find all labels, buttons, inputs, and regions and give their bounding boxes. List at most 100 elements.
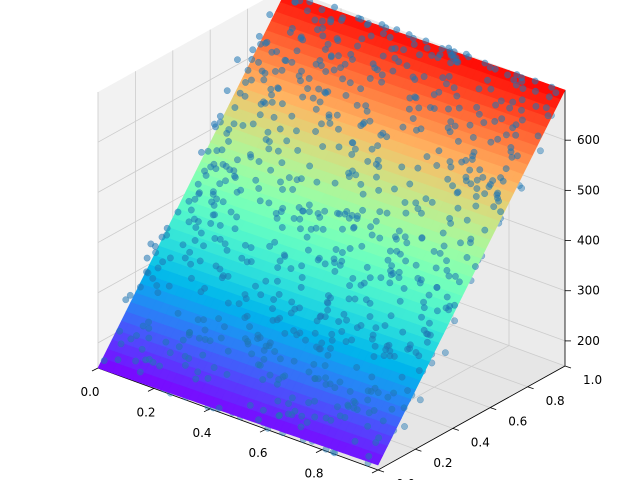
x-tick-mark [147, 388, 155, 392]
scatter-point [317, 62, 325, 69]
scatter-point [457, 239, 464, 247]
scatter-point [237, 186, 245, 194]
scatter-point [364, 20, 372, 27]
scatter-point [445, 105, 452, 113]
scatter-point [507, 144, 515, 151]
scatter-point [255, 185, 263, 192]
scatter-point [239, 122, 247, 129]
scatter-point [473, 185, 481, 192]
scatter-point [366, 313, 374, 320]
scatter-point [235, 300, 243, 308]
scatter-point [321, 207, 329, 215]
scatter-point [348, 139, 356, 147]
scatter-point [149, 274, 157, 282]
scatter-point [234, 56, 241, 64]
scatter-point [316, 213, 324, 221]
scatter-point [545, 93, 553, 101]
scatter-point [475, 85, 483, 93]
scatter-point [297, 225, 304, 233]
scatter-point [433, 284, 441, 291]
scatter-point [181, 254, 189, 262]
scatter-point [534, 132, 542, 140]
scatter-point [207, 220, 215, 227]
scatter-point [242, 241, 249, 249]
scatter-point [327, 52, 335, 60]
scatter-point [330, 66, 338, 74]
scatter-point [262, 136, 270, 143]
scatter-point [311, 413, 319, 421]
scatter-point [297, 34, 305, 42]
scatter-point [453, 92, 461, 100]
scatter-point [390, 389, 397, 397]
scatter-point [290, 215, 298, 222]
scatter-point [423, 338, 431, 346]
scatter-point [395, 58, 403, 66]
scatter-point [299, 93, 307, 101]
scatter-point [274, 277, 281, 285]
scatter-point [342, 338, 350, 345]
scatter-point [216, 221, 224, 229]
scatter-point [350, 397, 358, 405]
scatter-point [484, 76, 491, 84]
scatter-point [149, 358, 157, 366]
scatter-point [339, 75, 346, 83]
scatter-point [489, 177, 497, 185]
scatter-point [194, 368, 202, 376]
scatter-point [368, 373, 376, 381]
scatter-point [145, 318, 152, 326]
scatter-point [262, 342, 270, 350]
scatter-point [267, 85, 275, 93]
scatter-point [266, 371, 274, 379]
scatter-point [494, 135, 502, 143]
scatter-point [302, 336, 309, 344]
scatter-point [366, 274, 374, 282]
scatter-point [159, 258, 167, 266]
scatter-point [312, 224, 320, 232]
scatter-point [358, 35, 366, 43]
scatter-point [401, 233, 409, 241]
scatter-point [373, 66, 381, 74]
scatter-point [348, 151, 356, 158]
scatter-point [266, 11, 274, 19]
scatter-point [466, 121, 474, 129]
z-tick-label: 500 [577, 183, 600, 197]
scatter-point [225, 138, 232, 145]
scatter-point [327, 18, 334, 26]
scatter-point [223, 246, 231, 254]
x-tick-label: 0.8 [304, 467, 323, 480]
scatter-point [428, 198, 436, 206]
scatter-point [211, 235, 219, 242]
scatter-point [388, 405, 396, 413]
scatter-point [233, 213, 241, 221]
scatter-point [349, 274, 357, 282]
scatter-point [512, 131, 520, 139]
scatter-point [216, 265, 224, 273]
scatter-point [378, 78, 385, 86]
scatter-point [285, 400, 292, 407]
scatter-point [366, 117, 374, 125]
scatter-point [341, 210, 349, 218]
scatter-point [136, 368, 144, 376]
scatter-point [504, 71, 511, 79]
scatter-point [278, 159, 286, 167]
scatter-point [281, 329, 289, 337]
scatter-point [403, 62, 411, 70]
scatter-point [481, 190, 489, 198]
scatter-point [473, 103, 481, 111]
scatter-point [224, 347, 232, 355]
scatter-point [359, 190, 367, 198]
scatter-point [216, 112, 224, 120]
scatter-point [241, 314, 249, 321]
scatter-point [405, 31, 413, 38]
scatter-point [318, 17, 326, 25]
scatter-point [293, 176, 301, 184]
y-tick-mark [490, 407, 497, 410]
scatter-point [283, 137, 291, 145]
y-tick-label: 0.6 [508, 415, 527, 429]
scatter-point [452, 272, 459, 280]
scatter-point [357, 15, 365, 23]
scatter-point [280, 251, 288, 259]
scatter-point [519, 85, 527, 92]
x-tick-label: 0.0 [80, 385, 99, 399]
scatter-point [165, 282, 173, 290]
